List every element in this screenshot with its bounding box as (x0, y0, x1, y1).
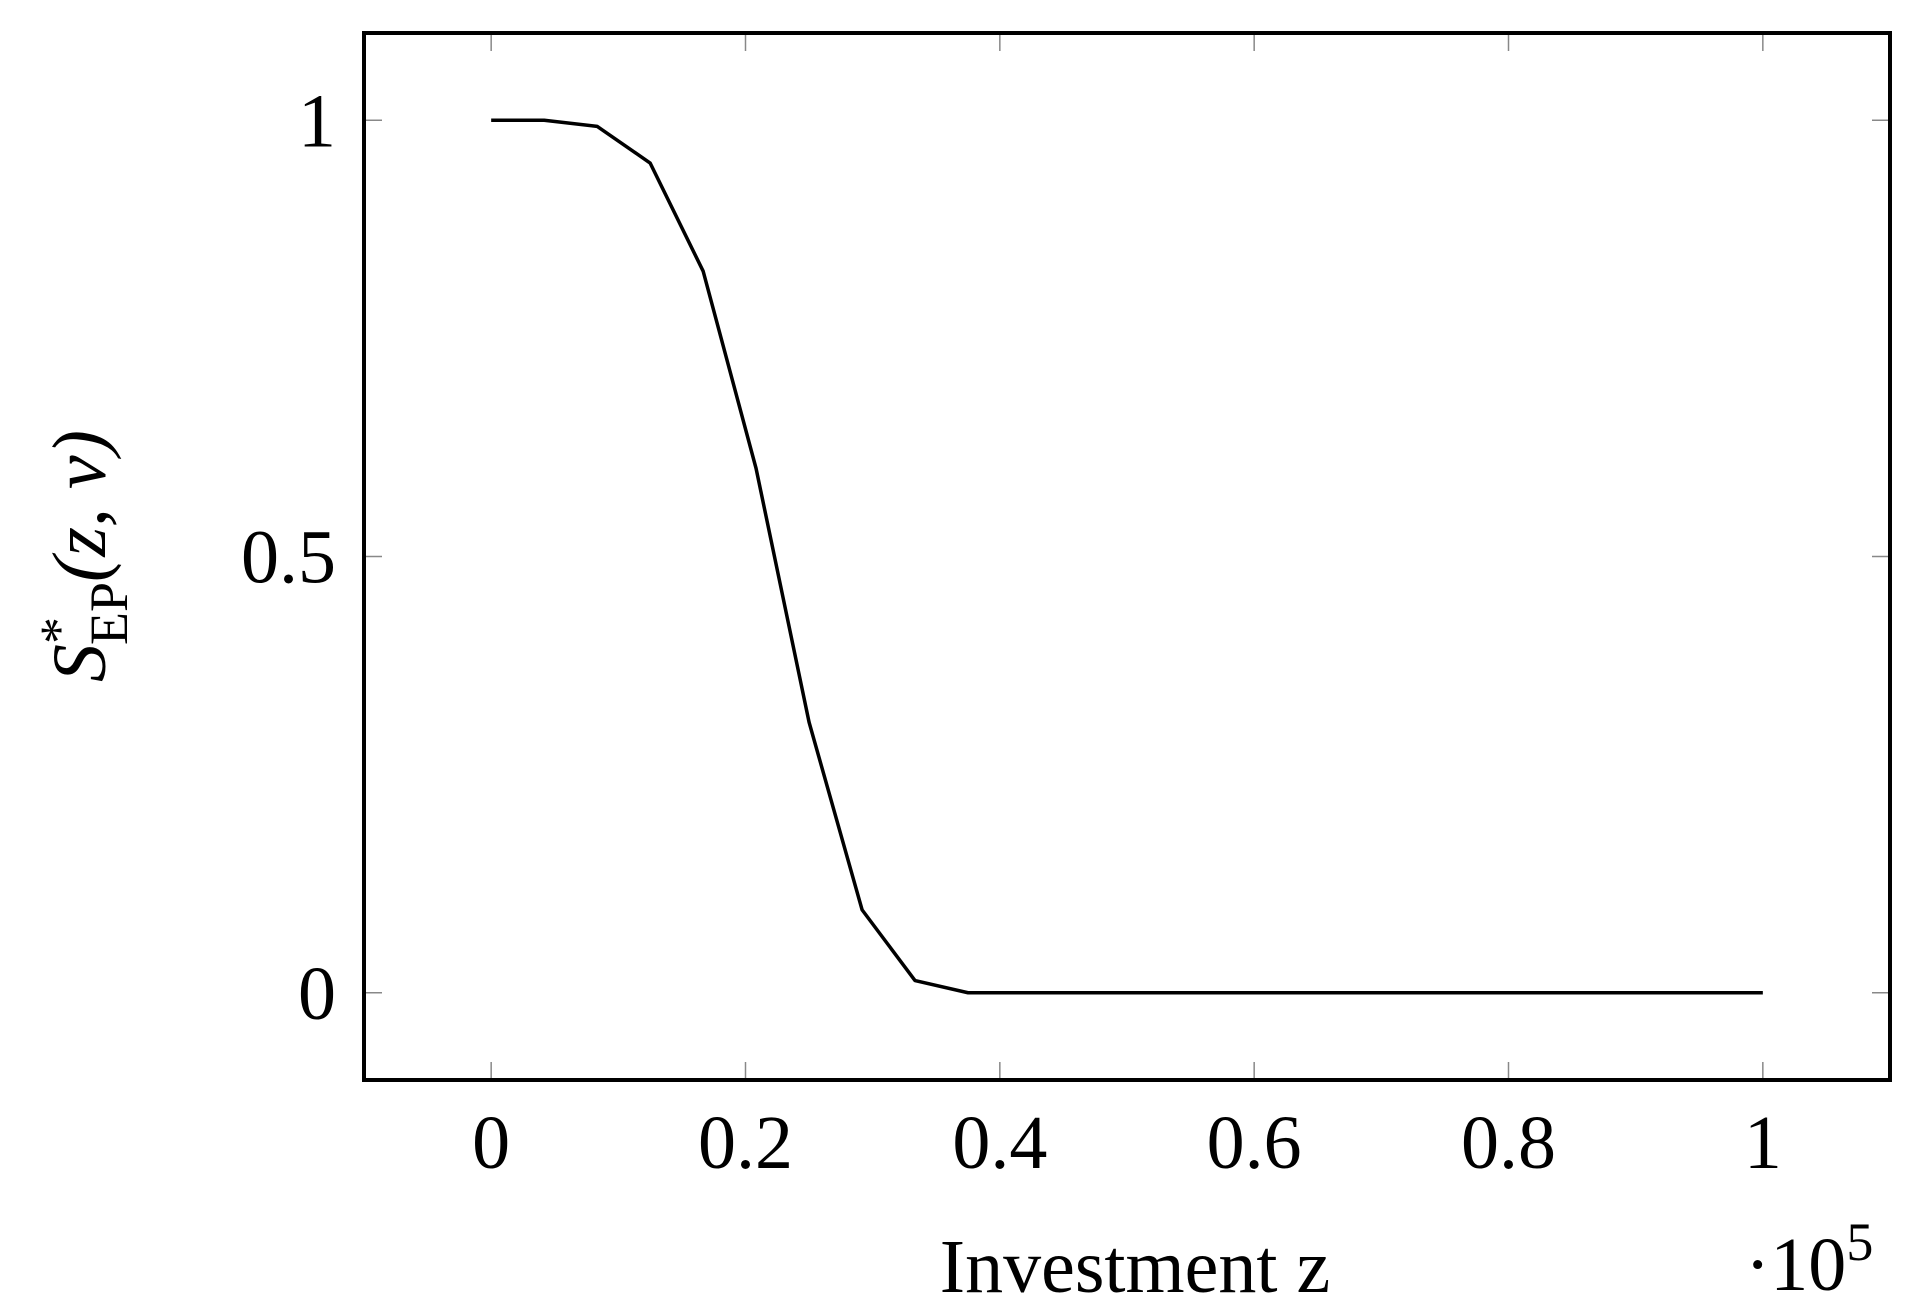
x-tick-label: 0.8 (1461, 1101, 1556, 1185)
y-label-sup: * (29, 617, 89, 644)
x-tick-label: 1 (1744, 1101, 1782, 1185)
plot-frame (362, 31, 1892, 1082)
x-scale-exponent: 5 (1846, 1212, 1873, 1272)
x-axis-label: Investment z (940, 1225, 1330, 1304)
x-tick-label: 0.2 (698, 1101, 793, 1185)
x-tick-label: 0 (472, 1101, 510, 1185)
y-tick-label: 1 (298, 79, 336, 163)
x-scale-base: ·10 (1745, 1223, 1846, 1304)
y-label-sub: EP (79, 582, 139, 645)
y-label-args: (z, v) (38, 430, 122, 582)
y-axis-label: S*EP(z, v) (29, 430, 139, 682)
x-tick-label: 0.4 (952, 1101, 1047, 1185)
y-tick-label: 0.5 (241, 516, 336, 600)
data-line (491, 118, 1763, 995)
y-tick-label: 0 (298, 952, 336, 1036)
x-tick-label: 0.6 (1207, 1101, 1302, 1185)
x-scale-label: ·105 (1745, 1212, 1873, 1304)
y-label-base: S (38, 644, 122, 682)
